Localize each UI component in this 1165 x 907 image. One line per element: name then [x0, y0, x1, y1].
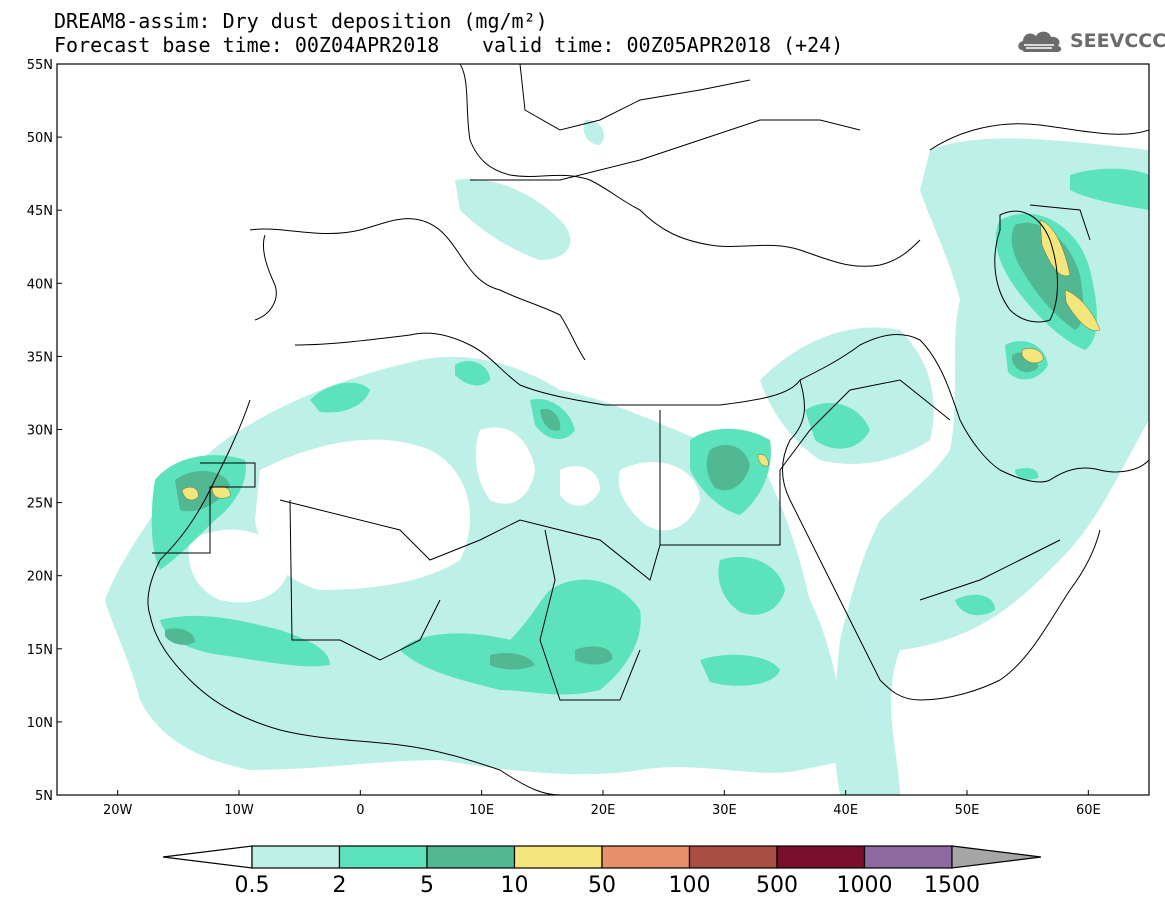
- logo-text: SEEVCCC: [1070, 30, 1165, 52]
- lat-tick-label: 15N: [27, 643, 53, 658]
- lat-tick-label: 30N: [27, 424, 53, 439]
- colorbar-under-triangle: [162, 845, 253, 869]
- colorbar-level-label: 0.5: [235, 873, 270, 898]
- lon-tick-label: 10E: [469, 803, 494, 818]
- lat-tick-label: 40N: [27, 277, 53, 292]
- forecast-base-time: Forecast base time: 00Z04APR2018: [54, 33, 440, 57]
- colorbar-level-label: 2: [333, 873, 347, 898]
- lat-tick-label: 55N: [27, 58, 53, 73]
- colorbar-box: [863, 845, 953, 869]
- lon-tick-label: 20E: [591, 803, 616, 818]
- lat-tick-label: 10N: [27, 716, 53, 731]
- lon-tick-label: 10W: [224, 803, 254, 818]
- lon-tick-label: 50E: [955, 803, 980, 818]
- colorbar-level-label: 100: [669, 873, 711, 898]
- colorbar-level-label: 1500: [924, 873, 980, 898]
- colorbar-level-label: 50: [588, 873, 616, 898]
- lon-tick-label: 0: [356, 803, 364, 818]
- colorbar-box: [601, 845, 691, 869]
- lon-tick-label: 20W: [103, 803, 133, 818]
- colorbar-box: [251, 845, 341, 869]
- colorbar-box: [426, 845, 516, 869]
- map-title: DREAM8-assim: Dry dust deposition (mg/m²…: [54, 9, 548, 33]
- lon-tick-label: 60E: [1076, 803, 1101, 818]
- colorbar-level-label: 5: [420, 873, 434, 898]
- lat-tick-label: 50N: [27, 131, 53, 146]
- lat-tick-label: 25N: [27, 497, 53, 512]
- colorbar-level-label: 10: [501, 873, 529, 898]
- lat-tick-label: 45N: [27, 204, 53, 219]
- coastlines: [147, 64, 1149, 795]
- valid-time: valid time: 00Z05APR2018 (+24): [482, 33, 844, 57]
- lat-tick-label: 35N: [27, 350, 53, 365]
- colorbar-box: [513, 845, 603, 869]
- lat-tick-label: 20N: [27, 570, 53, 585]
- colorbar-box: [338, 845, 428, 869]
- colorbar-level-label: 1000: [837, 873, 893, 898]
- lon-tick-label: 40E: [833, 803, 858, 818]
- logo: SEEVCCC: [1016, 26, 1165, 56]
- lon-tick-label: 30E: [712, 803, 737, 818]
- colorbar-over-triangle: [951, 845, 1042, 869]
- colorbar-box: [688, 845, 778, 869]
- colorbar-level-label: 500: [756, 873, 798, 898]
- cloud-logo-icon: [1018, 31, 1062, 52]
- lat-tick-label: 5N: [35, 789, 53, 804]
- colorbar-box: [776, 845, 866, 869]
